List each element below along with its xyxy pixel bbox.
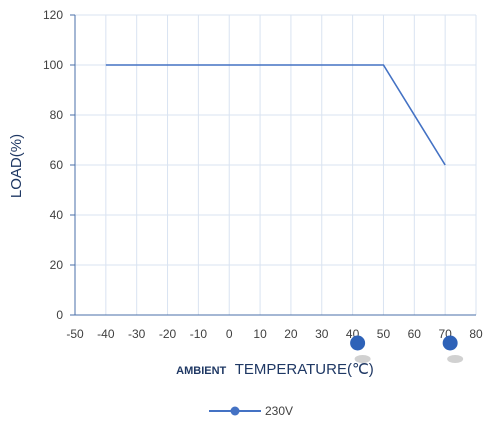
x-tick-labels: -50 -40 -30 -20 -10 0 10 20 30 40 50 60 70 80: [66, 327, 483, 341]
x-tick-label: 0: [226, 327, 233, 341]
y-tick-label: 0: [56, 308, 63, 322]
x-tick-label: 50: [377, 327, 391, 341]
y-tick-label: 100: [43, 58, 63, 72]
y-tick-label: 20: [50, 258, 64, 272]
y-tick-label: 80: [50, 108, 64, 122]
y-tick-label: 40: [50, 208, 64, 222]
x-tick-label: -10: [190, 327, 208, 341]
x-axis-title-prefix: AMBIENT: [176, 365, 226, 377]
y-tick-label: 60: [50, 158, 64, 172]
axis-marker-dot: [350, 335, 366, 351]
x-tick-label: 30: [315, 327, 329, 341]
axes: [70, 14, 476, 316]
legend-marker-swatch: [230, 406, 240, 416]
series-line-0: [105, 64, 446, 166]
x-tick-label: -20: [159, 327, 177, 341]
x-tick-label: -50: [66, 327, 84, 341]
y-tick-labels: 0 20 40 60 80 100 120: [43, 8, 63, 322]
x-tick-label: -30: [128, 327, 146, 341]
axis-markers: [350, 335, 464, 363]
marker-shadow: [447, 355, 464, 363]
y-axis-title: LOAD(%): [8, 134, 25, 198]
x-axis-title: AMBIENT TEMPERATURE(℃): [176, 361, 374, 378]
x-tick-label: 10: [253, 327, 267, 341]
legend-label-230v: 230V: [265, 404, 293, 418]
grid: [75, 14, 477, 315]
x-tick-label: 60: [408, 327, 422, 341]
y-tick-label: 120: [43, 8, 63, 22]
legend: 230V: [209, 404, 293, 418]
marker-shadow: [354, 355, 371, 363]
x-tick-label: 80: [469, 327, 483, 341]
x-axis-title-main: TEMPERATURE(℃): [235, 361, 374, 378]
x-tick-label: -40: [97, 327, 115, 341]
axis-marker-dot: [442, 335, 458, 351]
series-lines: [105, 64, 446, 166]
x-tick-label: 20: [284, 327, 298, 341]
